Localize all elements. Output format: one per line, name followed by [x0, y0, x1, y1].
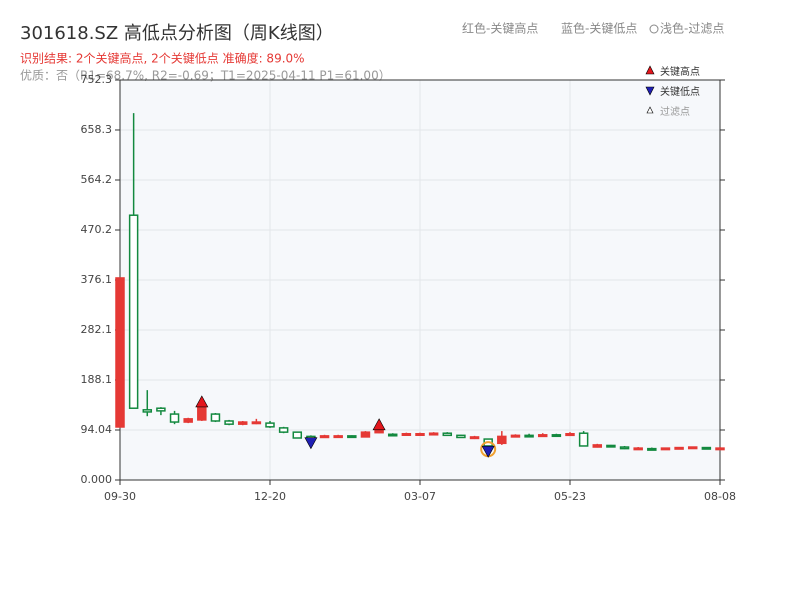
- y-tick-label: 94.04: [81, 423, 113, 436]
- candle-body: [674, 446, 684, 450]
- legend-item: 关键高点: [660, 65, 700, 78]
- x-tick-label: 09-30: [104, 490, 136, 503]
- candle-body: [428, 432, 439, 436]
- x-tick-label: 05-23: [554, 490, 586, 503]
- candle-body: [497, 435, 507, 445]
- candle-body: [333, 435, 343, 439]
- candle-body: [156, 407, 166, 412]
- top-legend-item: 浅色-过滤点: [660, 22, 724, 36]
- legend-symbol: [646, 106, 654, 114]
- chart-note: 优质：否（R1=68.7%, R2=-0.69；T1=2025-04-11 P1…: [20, 69, 391, 83]
- x-tick-label: 08-08: [704, 490, 736, 503]
- candle-body: [265, 422, 275, 428]
- candle-body: [142, 409, 153, 413]
- candle-body: [565, 432, 575, 437]
- key-high-marker: [195, 395, 209, 408]
- candle-body: [210, 413, 221, 422]
- legend-symbol: [645, 65, 655, 75]
- key-low-marker: [481, 445, 495, 458]
- top-legend-item: 红色-关键高点: [462, 21, 538, 36]
- candle-body: [237, 421, 248, 425]
- candle-body: [537, 434, 548, 438]
- y-tick-label: 752.3: [81, 73, 113, 86]
- top-legend-symbol: [649, 24, 659, 34]
- candle-body: [442, 432, 453, 437]
- candle-body: [510, 434, 521, 438]
- legend-symbol: [645, 86, 655, 96]
- candle-body: [319, 435, 330, 439]
- candle-body: [551, 434, 562, 438]
- candle-body: [183, 418, 193, 423]
- candle-body: [701, 446, 712, 450]
- key-low-marker: [304, 437, 318, 450]
- legend-item: 关键低点: [660, 85, 700, 98]
- candle-body: [660, 447, 671, 451]
- y-tick-label: 470.2: [81, 223, 113, 236]
- candle-body: [456, 434, 466, 439]
- legend-item: 过滤点: [660, 105, 690, 118]
- candle-body: [524, 434, 534, 438]
- candle-body: [592, 444, 603, 448]
- candle-body: [251, 421, 262, 425]
- candle-body: [715, 447, 725, 451]
- candle-body: [169, 413, 180, 423]
- candle-body: [687, 446, 698, 450]
- candle-body: [115, 277, 125, 428]
- key-high-marker: [372, 418, 386, 431]
- x-tick-label: 03-07: [404, 490, 436, 503]
- candle-body: [387, 433, 398, 437]
- candle-body: [360, 431, 371, 438]
- candle-body: [415, 432, 425, 436]
- candle-body: [278, 427, 289, 433]
- y-tick-label: 188.1: [81, 373, 113, 386]
- candle-body: [292, 431, 303, 439]
- candle-body: [224, 420, 234, 425]
- candle-body: [619, 446, 630, 450]
- candle-body: [633, 447, 643, 451]
- chart-subtitle: 识别结果: 2个关键高点, 2个关键低点 准确度: 89.0%: [20, 51, 305, 66]
- chart-title: 301618.SZ 高低点分析图（周K线图）: [20, 23, 334, 44]
- candle-body: [578, 432, 589, 447]
- y-tick-label: 282.1: [81, 323, 113, 336]
- candle-body: [347, 435, 357, 439]
- candle-body: [197, 406, 207, 421]
- candle-body: [128, 214, 139, 409]
- y-tick-label: 658.3: [81, 123, 113, 136]
- y-tick-label: 564.2: [81, 173, 113, 186]
- y-tick-label: 376.1: [81, 273, 113, 286]
- candle-body: [469, 436, 480, 440]
- top-legend-item: 蓝色-关键低点: [561, 22, 637, 36]
- candle-body: [647, 447, 657, 451]
- candle-body: [401, 432, 412, 436]
- y-tick-label: 0.000: [81, 473, 113, 486]
- candle-body: [606, 444, 616, 448]
- x-tick-label: 12-20: [254, 490, 286, 503]
